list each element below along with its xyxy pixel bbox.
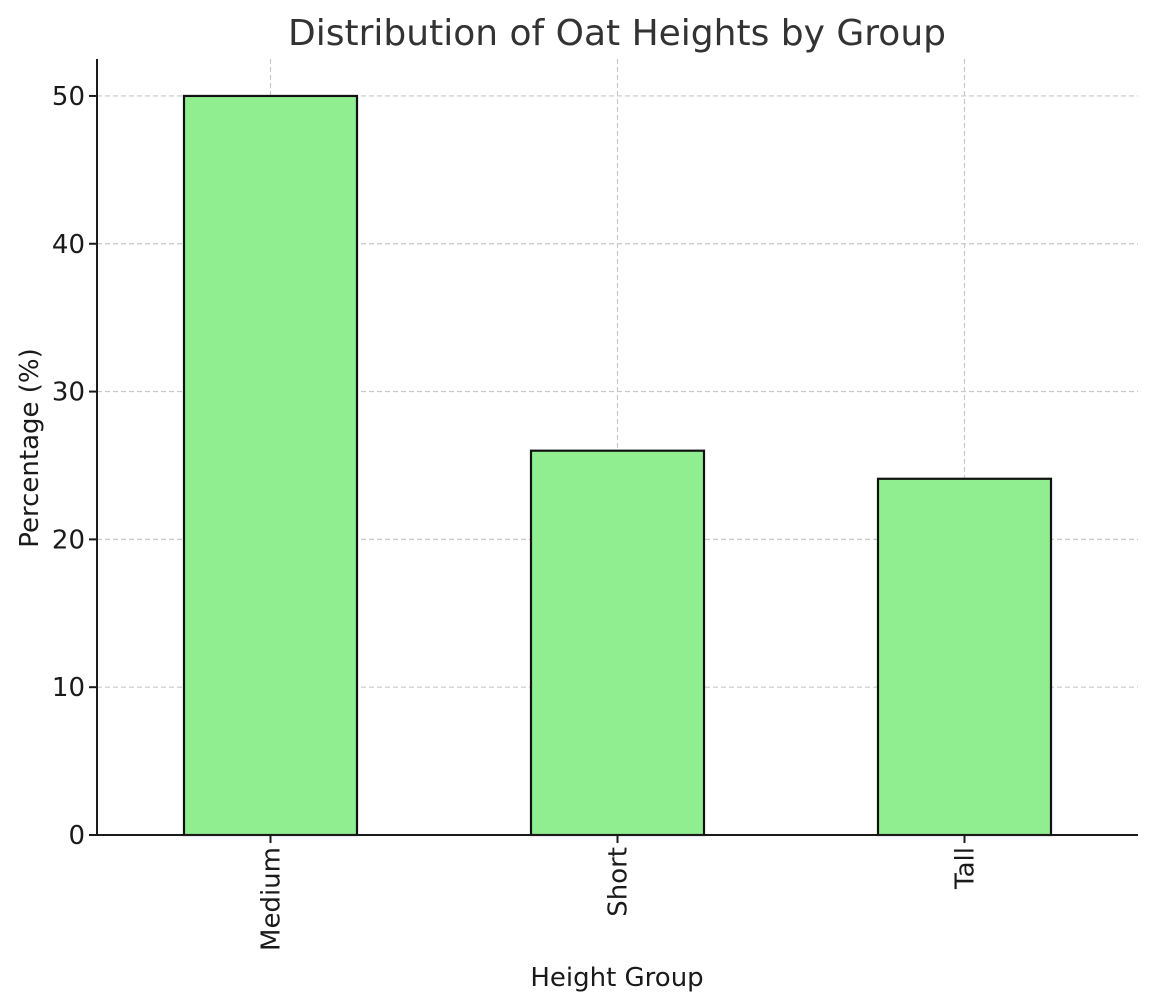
y-axis-label: Percentage (%) bbox=[15, 348, 45, 548]
y-tick-label: 10 bbox=[52, 673, 85, 703]
ticks: 0 10 20 30 40 50 Medium Short Tall bbox=[52, 82, 981, 951]
x-tick-label-short: Short bbox=[604, 847, 634, 917]
y-tick-label: 40 bbox=[52, 230, 85, 260]
x-tick-label-medium: Medium bbox=[257, 847, 287, 951]
bars bbox=[182, 94, 1053, 837]
chart-title: Distribution of Oat Heights by Group bbox=[288, 13, 946, 54]
bar-medium bbox=[182, 94, 359, 837]
bar-tall bbox=[876, 477, 1053, 837]
y-tick-label: 0 bbox=[68, 821, 85, 851]
y-tick-label: 20 bbox=[52, 525, 85, 555]
y-tick-label: 50 bbox=[52, 82, 85, 112]
x-axis-label: Height Group bbox=[530, 963, 703, 993]
y-tick-label: 30 bbox=[52, 378, 85, 408]
x-tick-label-tall: Tall bbox=[951, 847, 981, 890]
bar-short bbox=[529, 449, 706, 837]
